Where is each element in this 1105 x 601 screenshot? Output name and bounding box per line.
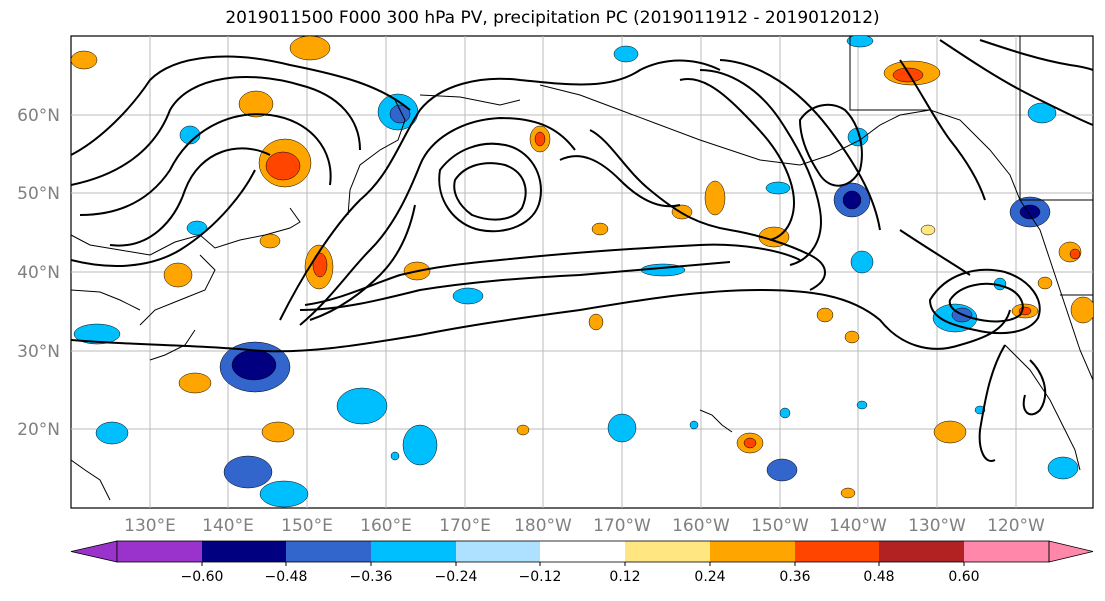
colorbar-segment — [540, 541, 625, 562]
lat-label: 30°N — [17, 342, 60, 362]
colorbar-extend-min — [70, 540, 118, 563]
colorbar-label: 0.12 — [609, 569, 640, 585]
colorbar-label: 0.24 — [694, 569, 725, 585]
lon-label: 120°W — [987, 516, 1045, 536]
colorbar-labels: −0.60 −0.48 −0.36 −0.24 −0.12 0.12 0.24 0.36 0.4… — [181, 562, 980, 585]
colorbar-segment — [456, 541, 540, 562]
lon-label: 170°E — [439, 516, 491, 536]
colorbar-label: −0.12 — [519, 569, 562, 585]
colorbar-label: 0.48 — [863, 569, 894, 585]
lat-label: 20°N — [17, 420, 60, 440]
lon-label: 130°E — [124, 516, 176, 536]
lat-label: 50°N — [17, 184, 60, 204]
lat-label: 60°N — [17, 106, 60, 126]
lon-label: 160°W — [672, 516, 730, 536]
map-panel — [70, 35, 1094, 509]
lon-label: 170°W — [593, 516, 651, 536]
colorbar-label: 0.36 — [779, 569, 810, 585]
latitude-labels: 60°N 50°N 40°N 30°N 20°N — [17, 106, 60, 440]
colorbar-segment — [117, 541, 202, 562]
coastlines — [71, 36, 1093, 501]
colorbar-label: −0.60 — [181, 569, 224, 585]
lat-label: 40°N — [17, 263, 60, 283]
precip-anomaly-shading — [71, 36, 1093, 508]
colorbar-label: 0.60 — [948, 569, 979, 585]
colorbar-label: −0.24 — [435, 569, 478, 585]
colorbar-label: −0.36 — [350, 569, 393, 585]
lon-label: 150°W — [751, 516, 809, 536]
colorbar — [70, 540, 1094, 563]
lon-label: 140°W — [829, 516, 887, 536]
pv-contours — [71, 39, 1093, 462]
colorbar-segment — [964, 541, 1049, 562]
lon-label: 140°E — [202, 516, 254, 536]
colorbar-segment — [202, 541, 286, 562]
lon-label: 130°W — [908, 516, 966, 536]
colorbar-outline — [116, 540, 1050, 563]
colorbar-segment — [371, 541, 456, 562]
colorbar-segment — [286, 541, 371, 562]
colorbar-label: −0.48 — [265, 569, 308, 585]
colorbar-segment — [795, 541, 879, 562]
lon-label: 160°E — [360, 516, 412, 536]
longitude-labels: 130°E 140°E 150°E 160°E 170°E 180°W 170°W 160°W… — [124, 516, 1045, 536]
colorbar-segment — [625, 541, 710, 562]
map-title: 2019011500 F000 300 hPa PV, precipitatio… — [225, 8, 880, 28]
colorbar-segment — [879, 541, 964, 562]
colorbar-segment — [710, 541, 795, 562]
lon-label: 180°W — [514, 516, 572, 536]
lon-label: 150°E — [281, 516, 333, 536]
colorbar-extend-max — [1048, 540, 1094, 563]
